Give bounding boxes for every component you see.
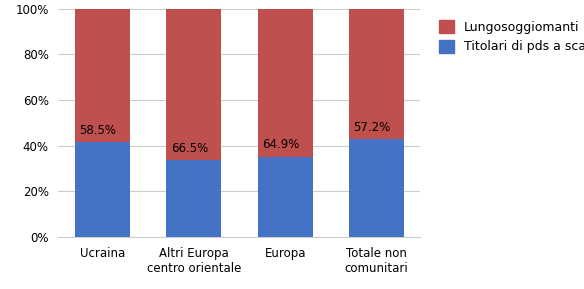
Bar <box>258 157 312 237</box>
Text: 58.5%: 58.5% <box>79 123 116 136</box>
Bar <box>349 139 404 237</box>
Bar <box>166 9 221 160</box>
Text: 57.2%: 57.2% <box>353 121 391 134</box>
Bar <box>166 160 221 237</box>
Bar <box>75 142 130 237</box>
Legend: Lungosoggiomanti, Titolari di pds a scadenza: Lungosoggiomanti, Titolari di pds a scad… <box>434 15 584 58</box>
Bar <box>75 9 130 142</box>
Bar <box>258 9 312 157</box>
Text: 66.5%: 66.5% <box>171 142 208 155</box>
Text: 64.9%: 64.9% <box>262 138 300 151</box>
Bar <box>349 9 404 139</box>
